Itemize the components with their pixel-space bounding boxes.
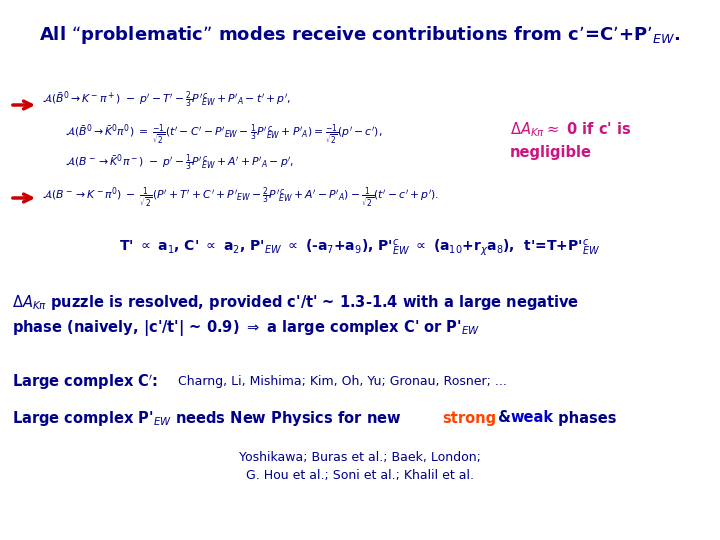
Text: $\Delta A_{K\pi}\approx$ 0 if c' is
negligible: $\Delta A_{K\pi}\approx$ 0 if c' is negl… bbox=[510, 120, 631, 160]
Text: Large complex P'$_{EW}$ needs New Physics for new: Large complex P'$_{EW}$ needs New Physic… bbox=[12, 408, 402, 428]
Text: T' $\propto$ a$_1$, C' $\propto$ a$_2$, P'$_{EW}$ $\propto$ (-a$_7$+a$_9$), P'$^: T' $\propto$ a$_1$, C' $\propto$ a$_2$, … bbox=[120, 238, 600, 258]
Text: All “problematic” modes receive contributions from c’=C’+P’$_{EW}$.: All “problematic” modes receive contribu… bbox=[40, 24, 680, 46]
Text: $\Delta A_{K\pi}$ puzzle is resolved, provided c'/t' ~ 1.3-1.4 with a large nega: $\Delta A_{K\pi}$ puzzle is resolved, pr… bbox=[12, 293, 579, 312]
Text: phases: phases bbox=[553, 410, 616, 426]
Text: phase (naively, |c'/t'| ~ 0.9) $\Rightarrow$ a large complex C' or P'$_{EW}$: phase (naively, |c'/t'| ~ 0.9) $\Rightar… bbox=[12, 318, 480, 338]
Text: &: & bbox=[493, 410, 516, 426]
Text: $\mathcal{A}(\bar{B}^0 \to \bar{K}^0\pi^0) \;=\; \frac{-1}{\sqrt{2}}(t' - C' - P: $\mathcal{A}(\bar{B}^0 \to \bar{K}^0\pi^… bbox=[65, 123, 382, 147]
Text: $\mathcal{A}(B^- \to K^-\pi^0) \;-\; \frac{1}{\sqrt{2}}(P' + T' + C' + P'_{EW} -: $\mathcal{A}(B^- \to K^-\pi^0) \;-\; \fr… bbox=[42, 185, 439, 211]
Text: G. Hou et al.; Soni et al.; Khalil et al.: G. Hou et al.; Soni et al.; Khalil et al… bbox=[246, 469, 474, 483]
Text: weak: weak bbox=[510, 410, 553, 426]
Text: $\mathcal{A}(B^- \to \bar{K}^0\pi^-) \;-\; p' - \frac{1}{3}P'^{\,c}_{EW} + A' + : $\mathcal{A}(B^- \to \bar{K}^0\pi^-) \;-… bbox=[65, 152, 294, 174]
Text: Large complex $\mathbf{C'}$:: Large complex $\mathbf{C'}$: bbox=[12, 372, 165, 392]
Text: Charng, Li, Mishima; Kim, Oh, Yu; Gronau, Rosner; ...: Charng, Li, Mishima; Kim, Oh, Yu; Gronau… bbox=[178, 375, 507, 388]
Text: $\mathcal{A}(\bar{B}^0 \to K^-\pi^+) \;-\; p' - T' - \frac{2}{3}P'^{\,c}_{EW} + : $\mathcal{A}(\bar{B}^0 \to K^-\pi^+) \;-… bbox=[42, 89, 291, 111]
Text: strong: strong bbox=[442, 410, 496, 426]
Text: Yoshikawa; Buras et al.; Baek, London;: Yoshikawa; Buras et al.; Baek, London; bbox=[239, 451, 481, 464]
